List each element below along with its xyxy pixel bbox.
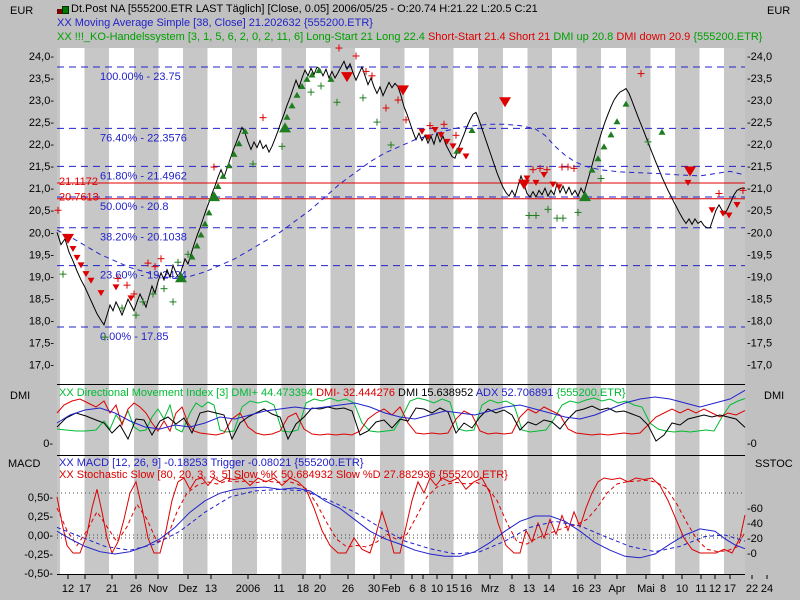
svg-text:22,0-: 22,0-	[29, 139, 54, 151]
candle-icon	[57, 6, 69, 16]
svg-text:16: 16	[460, 583, 472, 595]
svg-text:24: 24	[761, 583, 773, 595]
sstoc-right-label: SSTOC	[755, 458, 793, 470]
svg-text:17,0-: 17,0-	[29, 359, 54, 371]
svg-text:21: 21	[106, 583, 118, 595]
svg-text:Nov: Nov	[148, 583, 168, 595]
svg-text:-0: -0	[747, 438, 757, 450]
svg-text:24,0-: 24,0-	[29, 51, 54, 63]
svg-text:21,0-: 21,0-	[29, 183, 54, 195]
ko-system-legend: XX !!!_KO-Handelssystem [3, 1, 5, 6, 2, …	[57, 31, 763, 43]
svg-text:11: 11	[695, 583, 706, 595]
svg-text:11: 11	[273, 583, 284, 595]
svg-text:-17,5: -17,5	[747, 337, 772, 349]
svg-text:30: 30	[368, 583, 380, 595]
svg-text:12: 12	[709, 583, 721, 595]
dmi-left-label: DMI	[10, 390, 31, 402]
svg-text:-24,0: -24,0	[747, 51, 772, 63]
svg-text:21,5-: 21,5-	[29, 161, 54, 173]
svg-text:22: 22	[746, 583, 758, 595]
svg-text:-21,0: -21,0	[747, 183, 772, 195]
separator-price-dmi	[57, 384, 745, 385]
svg-text:17: 17	[724, 583, 736, 595]
svg-text:19,5-: 19,5-	[29, 249, 54, 261]
stochastic-legend: XX Stochastic Slow [80, 20, 3, 3, 5] Slo…	[59, 469, 508, 481]
svg-text:2006: 2006	[236, 583, 260, 595]
svg-text:17: 17	[79, 583, 91, 595]
svg-text:-23,0: -23,0	[747, 95, 772, 107]
separator-macd-axis	[57, 574, 745, 575]
svg-text:0,50-: 0,50-	[28, 492, 53, 504]
svg-text:-20: -20	[747, 533, 763, 545]
svg-text:0-: 0-	[43, 438, 53, 450]
svg-text:-40: -40	[747, 518, 763, 530]
svg-text:10: 10	[431, 583, 443, 595]
svg-text:13: 13	[523, 583, 535, 595]
macd-legend: XX MACD [12, 26, 9] -0.18253 Trigger -0.…	[59, 457, 364, 469]
svg-text:12: 12	[62, 583, 74, 595]
svg-text:-20,0: -20,0	[747, 227, 772, 239]
svg-text:0,00-: 0,00-	[28, 530, 53, 542]
price-right-unit-label: EUR	[767, 5, 791, 17]
svg-text:23,5-: 23,5-	[29, 73, 54, 85]
svg-text:14: 14	[543, 583, 555, 595]
svg-text:Feb: Feb	[382, 583, 401, 595]
svg-text:-0,50-: -0,50-	[24, 568, 53, 580]
ma-legend: XX Moving Average Simple [38, Close] 21.…	[57, 17, 373, 29]
svg-text:19,0-: 19,0-	[29, 271, 54, 283]
svg-text:13: 13	[205, 583, 217, 595]
svg-text:26: 26	[130, 583, 142, 595]
separator-dmi-macd	[57, 455, 745, 456]
svg-text:23: 23	[589, 583, 601, 595]
svg-text:Apr: Apr	[608, 583, 625, 595]
svg-text:18: 18	[297, 583, 309, 595]
svg-text:18,5-: 18,5-	[29, 293, 54, 305]
svg-text:-18,0: -18,0	[747, 315, 772, 327]
svg-text:10: 10	[676, 583, 688, 595]
svg-text:-0,25-: -0,25-	[24, 549, 53, 561]
svg-text:-0: -0	[747, 548, 757, 560]
macd-left-label: MACD	[8, 458, 41, 470]
svg-text:23,0-: 23,0-	[29, 95, 54, 107]
svg-text:18,0-: 18,0-	[29, 315, 54, 327]
svg-text:-19,5: -19,5	[747, 249, 772, 261]
svg-text:6: 6	[409, 583, 415, 595]
svg-text:16: 16	[572, 583, 584, 595]
svg-text:8: 8	[509, 583, 515, 595]
svg-text:-22,0: -22,0	[747, 139, 772, 151]
svg-text:26: 26	[342, 583, 354, 595]
svg-text:8: 8	[660, 583, 666, 595]
svg-text:20,5-: 20,5-	[29, 205, 54, 217]
svg-text:17,5-: 17,5-	[29, 337, 54, 349]
svg-text:-22,5: -22,5	[747, 117, 772, 129]
svg-text:-19,0: -19,0	[747, 271, 772, 283]
dmi-legend: XX Directional Movement Index [3] DMI+ 4…	[59, 387, 626, 399]
svg-text:15: 15	[446, 583, 458, 595]
svg-text:Dez: Dez	[178, 583, 198, 595]
svg-text:-60: -60	[747, 503, 763, 515]
svg-text:Mai: Mai	[637, 583, 655, 595]
svg-text:20,0-: 20,0-	[29, 227, 54, 239]
price-chart-area[interactable]	[57, 48, 745, 384]
svg-text:Mrz: Mrz	[481, 583, 499, 595]
svg-text:20: 20	[314, 583, 326, 595]
svg-text:8: 8	[420, 583, 426, 595]
svg-text:-18,5: -18,5	[747, 293, 772, 305]
dmi-right-label: DMI	[764, 390, 785, 402]
price-left-unit-label: EUR	[10, 5, 34, 17]
svg-text:-17,0: -17,0	[747, 359, 772, 371]
svg-text:22,5-: 22,5-	[29, 117, 54, 129]
svg-text:-23,5: -23,5	[747, 73, 772, 85]
svg-text:-20,5: -20,5	[747, 205, 772, 217]
svg-text:0,25-: 0,25-	[28, 511, 53, 523]
price-legend: Dt.Post NA [555200.ETR LAST Täglich] [Cl…	[71, 3, 538, 15]
svg-text:-21,5: -21,5	[747, 161, 772, 173]
